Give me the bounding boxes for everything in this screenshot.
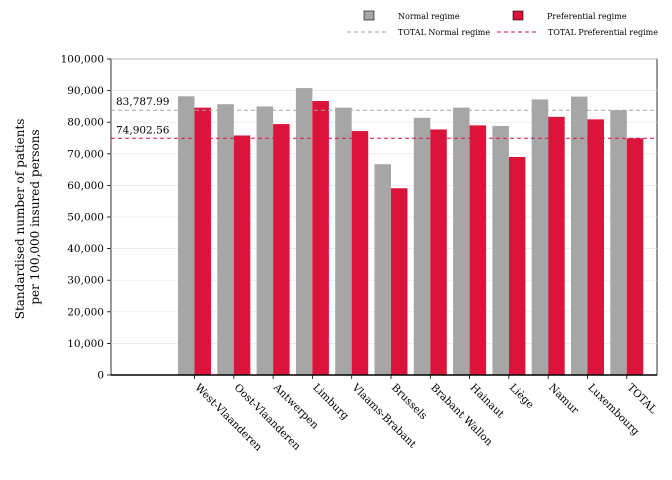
y-axis-title: Standardised number of patients per 100,… — [13, 115, 42, 320]
legend-label: TOTAL Preferential regime — [548, 28, 658, 37]
bar-normal — [217, 104, 234, 376]
reference-line-label: 83,787.99 — [116, 96, 169, 108]
bar-preferential — [626, 138, 644, 375]
bar-normal — [295, 88, 313, 376]
y-tick-label: 30,000 — [67, 275, 104, 287]
bar-preferential — [548, 116, 565, 375]
legend-label: Normal regime — [398, 12, 460, 21]
bar-preferential — [469, 125, 487, 375]
y-axis-title-line-1: Standardised number of patients — [13, 119, 27, 320]
bar-preferential — [273, 124, 290, 375]
bar-preferential — [508, 156, 526, 375]
legend-label: TOTAL Normal regime — [398, 28, 490, 37]
bar-normal — [178, 96, 195, 376]
x-tick-label: Liège — [507, 382, 536, 411]
x-tick-label: West-Vlaanderen — [192, 382, 264, 454]
y-tick-label: 90,000 — [67, 85, 104, 97]
bar-normal — [374, 164, 391, 375]
legend-label: Preferential regime — [547, 12, 627, 21]
y-tick-label: 80,000 — [67, 117, 104, 129]
bar-normal — [610, 110, 627, 375]
reference-line-label: 74,902.56 — [116, 124, 170, 136]
y-tick-label: 60,000 — [67, 180, 104, 192]
bar-preferential — [312, 101, 329, 375]
y-tick-label: 10,000 — [67, 338, 104, 350]
bar-preferential — [587, 119, 604, 375]
y-tick-label: 70,000 — [67, 148, 104, 160]
bar-normal — [492, 125, 509, 375]
plot-area: 0 10,000 20,000 30,000 40,000 50,000 60,000 70,… — [61, 54, 659, 454]
legend-swatch — [363, 10, 375, 21]
y-axis-title-line-2: per 100,000 insured persons — [28, 129, 42, 304]
y-tick-label: 100,000 — [61, 54, 104, 66]
bar-normal — [256, 106, 274, 376]
bar-normal — [531, 99, 549, 375]
y-tick-label: 40,000 — [67, 243, 104, 255]
bar-preferential — [233, 135, 251, 375]
legend: Normal regime Preferential regime TOTAL No… — [347, 10, 658, 37]
x-tick-label: Namur — [546, 382, 581, 417]
y-tick-label: 20,000 — [67, 306, 104, 318]
bar-preferential — [351, 131, 369, 375]
x-tick-label: Brussels — [389, 382, 429, 422]
bar-normal — [571, 96, 588, 375]
bar-preferential — [391, 188, 408, 375]
y-tick-label: 0 — [97, 370, 104, 382]
x-tick-label: TOTAL — [625, 382, 659, 416]
bar-normal — [413, 117, 431, 375]
legend-swatch — [512, 10, 524, 21]
bar-preferential — [430, 129, 447, 375]
y-tick-label: 50,000 — [67, 212, 104, 224]
x-tick-label: Hainaut — [467, 382, 506, 421]
x-tick-label: Oost-Vlaanderen — [232, 382, 303, 453]
bar-normal — [453, 107, 470, 375]
bar-normal — [335, 107, 352, 375]
x-tick-label: Limburg — [310, 382, 351, 423]
bar-preferential — [194, 107, 211, 375]
